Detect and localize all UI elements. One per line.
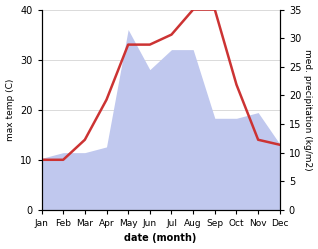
- Y-axis label: med. precipitation (kg/m2): med. precipitation (kg/m2): [303, 49, 313, 171]
- Y-axis label: max temp (C): max temp (C): [5, 78, 15, 141]
- X-axis label: date (month): date (month): [124, 234, 197, 244]
